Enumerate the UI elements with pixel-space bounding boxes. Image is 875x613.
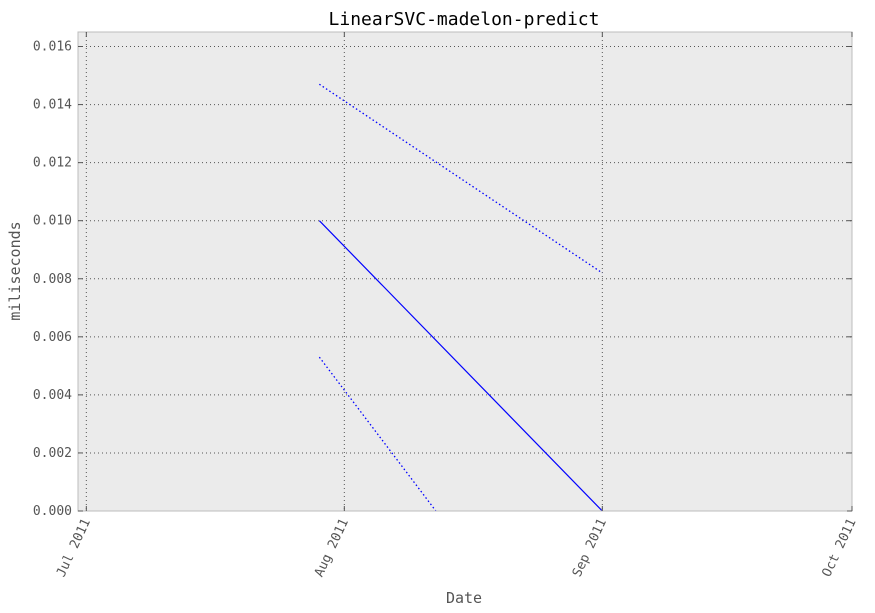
y-tick-label: 0.000	[33, 504, 72, 519]
y-tick-label: 0.002	[33, 446, 72, 461]
series-line-2	[318, 83, 603, 274]
y-tick-label: 0.008	[33, 272, 72, 287]
y-axis-ticks: 0.000 0.002 0.004 0.006 0.008 0.010 0.012 0.014…	[33, 40, 852, 519]
x-tick-label: Aug 2011	[312, 516, 352, 579]
data-series	[318, 83, 603, 512]
plot-area	[78, 32, 852, 511]
series-line-3	[318, 356, 437, 512]
y-axis-label: miliseconds	[6, 221, 24, 320]
chart-title: LinearSVC-madelon-predict	[329, 9, 600, 30]
y-tick-label: 0.012	[33, 156, 72, 171]
y-tick-label: 0.004	[33, 388, 72, 403]
y-tick-label: 0.016	[33, 40, 72, 55]
x-axis-label: Date	[446, 589, 482, 607]
x-tick-label: Jul 2011	[54, 516, 94, 579]
y-tick-label: 0.014	[33, 98, 72, 113]
x-tick-label: Oct 2011	[820, 516, 860, 579]
plot-frame	[77, 31, 853, 512]
x-tick-label: Sep 2011	[570, 516, 610, 579]
series-line-1	[318, 220, 603, 512]
grid-lines	[78, 32, 853, 512]
y-tick-label: 0.010	[33, 214, 72, 229]
y-tick-label: 0.006	[33, 330, 72, 345]
